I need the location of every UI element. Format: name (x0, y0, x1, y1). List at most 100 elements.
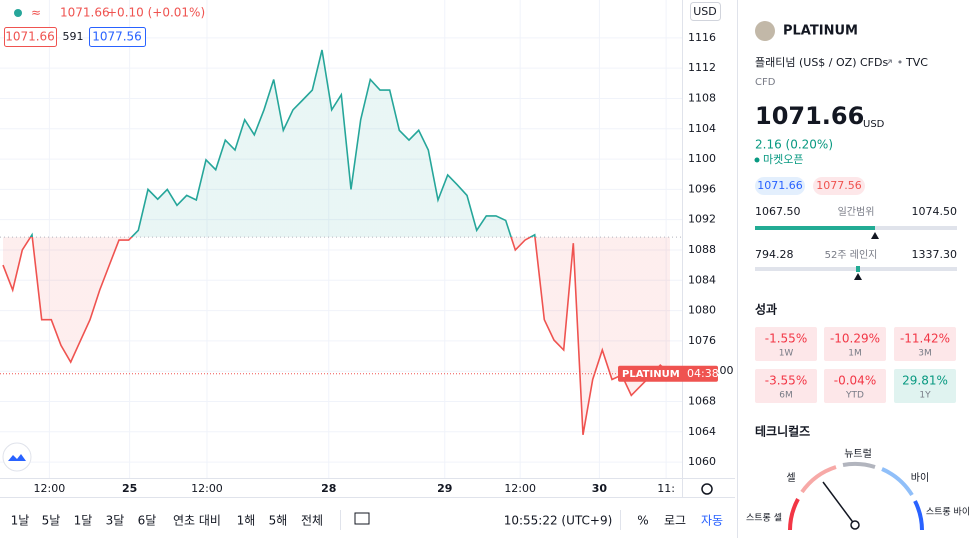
performance-value: 29.81% (902, 374, 948, 388)
day-low: 1067.50 (755, 205, 801, 218)
gauge-hub (850, 520, 860, 530)
y-tick-label: 1068 (688, 394, 716, 407)
ask: 1077.56 (816, 179, 862, 192)
price-tag-time: 04:38 (687, 367, 719, 380)
price-tag-name: PLATINUM (622, 369, 680, 380)
symbol-icon (755, 21, 775, 41)
performance-period: 3M (918, 349, 932, 359)
range-button[interactable]: 5해 (269, 514, 288, 528)
currency: USD (863, 119, 885, 130)
range-button[interactable]: 1달 (74, 514, 93, 528)
symbol: PLATINUM (783, 24, 858, 39)
logo[interactable] (2, 442, 32, 472)
gauge-arc (913, 500, 924, 531)
description[interactable]: 플래티넘 (US$ / OZ) CFDs (755, 56, 888, 69)
unit-box[interactable] (690, 2, 721, 21)
range-button[interactable]: 5날 (42, 514, 61, 528)
percent-toggle[interactable]: % (637, 514, 648, 528)
bid-box[interactable] (4, 27, 57, 47)
y-tick-label: 1080 (688, 304, 716, 317)
plot (0, 0, 682, 478)
performance-tile (894, 369, 956, 403)
y-tick-label: 1092 (688, 213, 716, 226)
range-button[interactable]: 연초 대비 (173, 514, 221, 528)
price: 1071.66 (755, 102, 864, 130)
gauge-label: 셀 (786, 472, 795, 484)
x-tick-label: 12:00 (34, 482, 66, 495)
kind: CFD (755, 77, 776, 88)
technicals-title: 테크니컬즈 (755, 424, 810, 439)
y-tick-label: 1116 (688, 31, 716, 44)
range-marker (871, 232, 879, 239)
y-tick-label: 1096 (688, 182, 716, 195)
gauge-needle (822, 481, 856, 526)
x-tick-label: 12:00 (504, 482, 536, 495)
gauge-label: 스트롱 바이 (926, 507, 970, 518)
clock: 10:55:22 (UTC+9) (504, 514, 613, 528)
y-tick-label: 1112 (688, 61, 716, 74)
ask: 1077.56 (92, 30, 142, 44)
range-button[interactable]: 1해 (237, 514, 256, 528)
source[interactable]: TVC (905, 56, 928, 69)
link-icon: ↗ • (884, 56, 903, 69)
y-tick-label: 1088 (688, 243, 716, 256)
range-button[interactable]: 3달 (106, 514, 125, 528)
range-button[interactable]: 6달 (138, 514, 157, 528)
performance-period: 6M (779, 391, 793, 401)
settings[interactable] (701, 483, 713, 495)
gauge-arc (800, 465, 837, 494)
performance-title: 성과 (755, 302, 777, 317)
spread: 591 (63, 30, 84, 43)
log-toggle[interactable]: 로그 (664, 514, 686, 528)
toolbar: 1날 5날 1달 3달 6달 연초 대비 1해 5해 전체 (11, 514, 323, 528)
year-low: 794.28 (755, 248, 794, 261)
logo-icon (8, 454, 26, 461)
performance-value: -1.55% (765, 332, 807, 346)
performance-tile (755, 327, 817, 361)
performance-tile (755, 369, 817, 403)
y-tick-label: 1100 (688, 152, 716, 165)
bid-pill (755, 177, 805, 195)
price-tag (618, 365, 718, 382)
area (3, 50, 670, 435)
icon: ≈ (31, 6, 41, 20)
gauge-arc (842, 461, 876, 469)
auto-toggle[interactable]: 자동 (701, 514, 723, 528)
y-tick-label: 1104 (688, 122, 716, 135)
bid: 1071.66 (757, 179, 803, 192)
performance-tile (824, 327, 886, 361)
performance: -1.55% 1W -10.29% 1M -11.42% 3M -3.55% 6M -0.04%… (755, 327, 956, 403)
gauge-label: 바이 (911, 472, 929, 484)
day-high: 1074.50 (912, 205, 958, 218)
ask-box[interactable] (89, 27, 146, 47)
performance-value: -11.42% (900, 332, 950, 346)
gauge-arc (788, 498, 800, 531)
status-dot (14, 9, 22, 17)
y-tick-label: 1064 (688, 425, 716, 438)
performance-period: 1W (779, 349, 794, 359)
performance-value: -3.55% (765, 374, 807, 388)
performance-tile (894, 327, 956, 361)
y-tick-label: 1076 (688, 334, 716, 347)
x-tick-label: 11: (657, 482, 675, 495)
y-axis-label: USD (693, 5, 717, 18)
year-high: 1337.30 (912, 248, 958, 261)
performance-period: 1Y (919, 391, 931, 401)
status: 마켓오픈 (763, 153, 803, 166)
gauge-label: 스트롱 셀 (746, 513, 782, 524)
gauge (788, 461, 924, 531)
x-tick-label: 28 (321, 482, 336, 495)
day-label: 일간범위 (838, 205, 875, 218)
price-line-series (2, 49, 671, 435)
range-fill (856, 266, 860, 272)
performance-tile (824, 369, 886, 403)
x-tick-label: 30 (592, 482, 608, 495)
range-button[interactable]: 1날 (11, 514, 30, 528)
range-button[interactable]: 전체 (301, 514, 323, 528)
date-range-icon[interactable] (354, 512, 370, 525)
price-change: 2.16 (0.20%) (755, 138, 833, 152)
performance-period: YTD (845, 391, 864, 401)
ask-pill (813, 177, 865, 195)
status-dot (754, 157, 760, 163)
